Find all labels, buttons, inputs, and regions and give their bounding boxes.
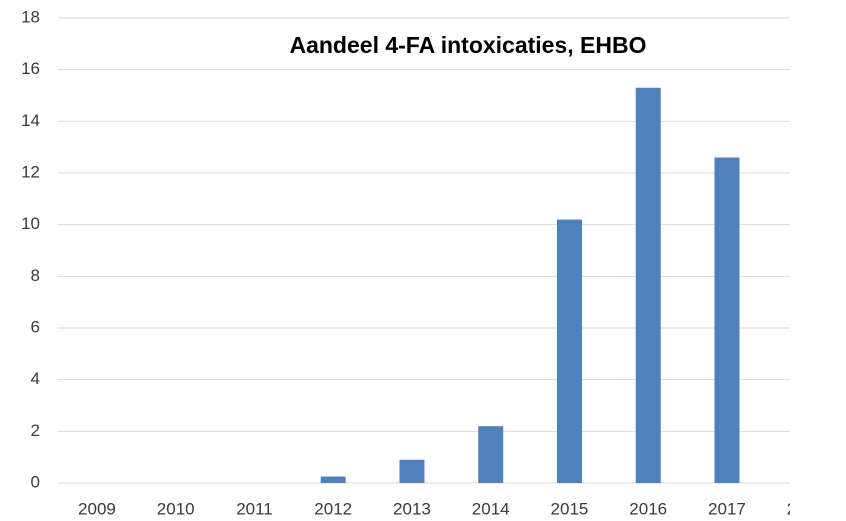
x-tick-label: 2015	[551, 499, 589, 518]
bar	[556, 219, 582, 483]
x-tick-label: 2011	[236, 499, 273, 518]
x-tick-label: 2014	[472, 499, 510, 518]
y-tick-label: 16	[21, 59, 40, 78]
y-tick-label: 14	[21, 111, 40, 130]
y-tick-label: 4	[31, 369, 40, 388]
y-tick-label: 10	[21, 214, 40, 233]
bar	[635, 87, 661, 483]
chart-title: Aandeel 4-FA intoxicaties, EHBO	[289, 32, 646, 58]
x-axis-labels: 2009 2010 2011 2012 2013 2014 2015 2016 2017 2018	[78, 499, 825, 518]
x-tick-label: 2018	[787, 499, 825, 518]
x-tick-label: 2010	[157, 499, 195, 518]
y-tick-label: 2	[31, 421, 40, 440]
y-tick-label: 0	[31, 472, 40, 491]
x-tick-label: 2017	[708, 499, 746, 518]
y-tick-label: 6	[31, 317, 40, 336]
x-tick-label: 2016	[629, 499, 667, 518]
bar	[399, 459, 425, 483]
bar	[320, 476, 346, 483]
y-tick-label: 12	[21, 162, 40, 181]
bar	[478, 426, 504, 483]
y-tick-label: 8	[31, 266, 40, 285]
y-tick-label: 18	[21, 7, 40, 26]
x-tick-label: 2013	[393, 499, 431, 518]
x-tick-label: 2009	[78, 499, 116, 518]
x-tick-label: 2012	[314, 499, 352, 518]
bar	[714, 157, 740, 483]
